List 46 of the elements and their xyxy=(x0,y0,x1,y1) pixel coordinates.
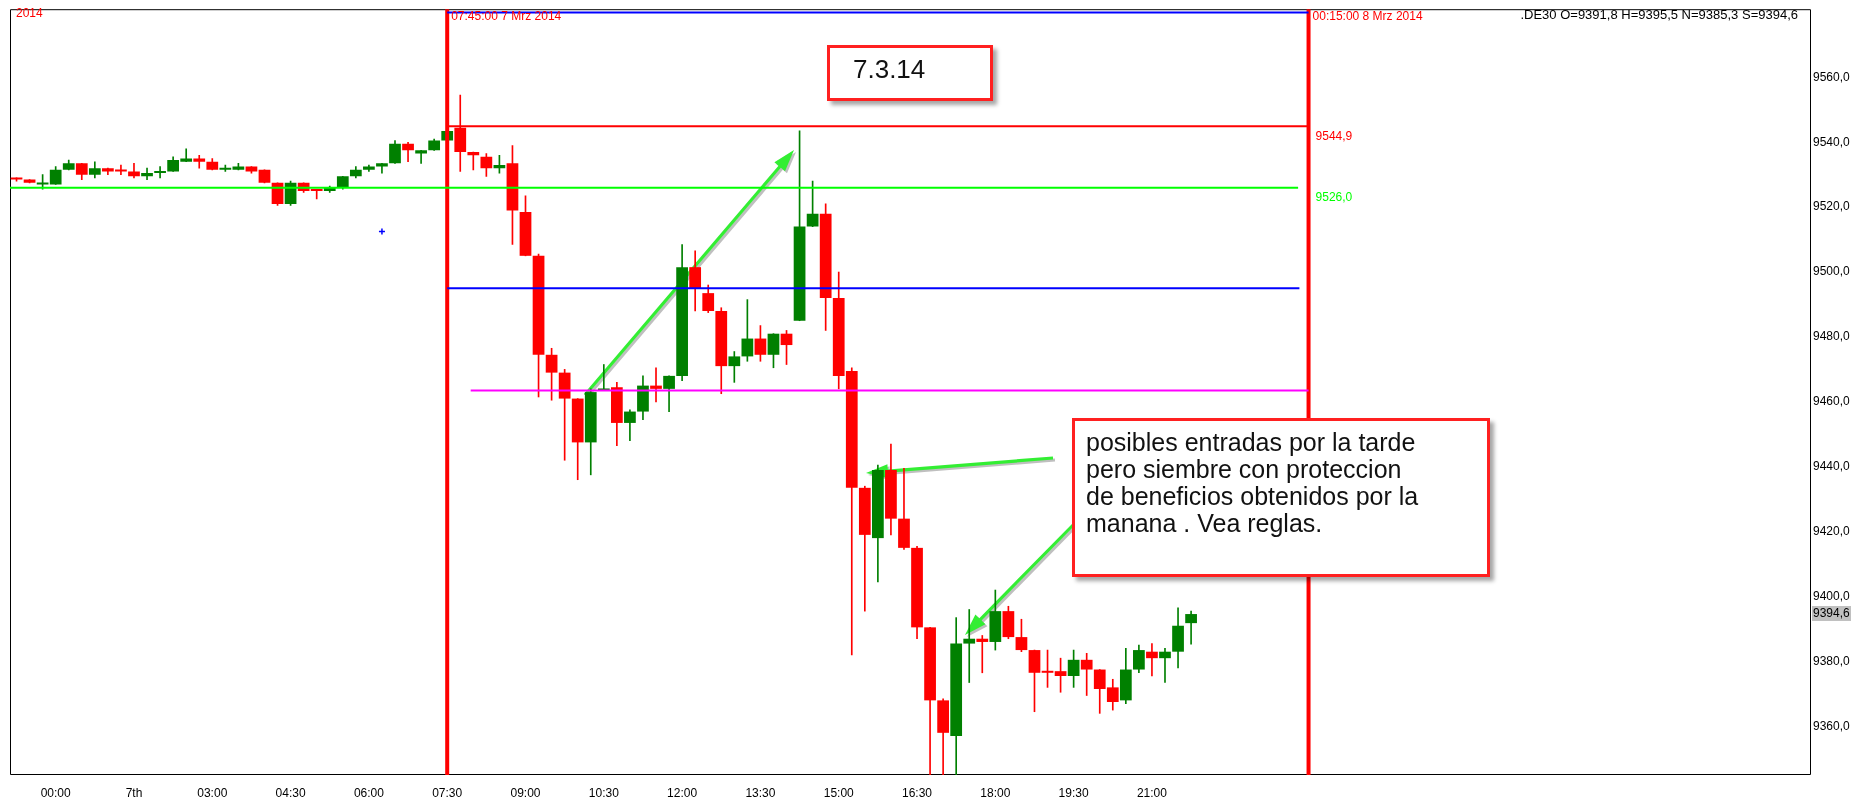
annotation: 9394,6 xyxy=(1812,606,1851,622)
y-tick-label: 9520,0 xyxy=(1813,199,1851,214)
annotation: 07:45:00 7 Mrz 2014 xyxy=(451,9,562,24)
x-tick-label: 13:30 xyxy=(745,785,776,800)
candlestick xyxy=(963,609,976,683)
y-tick-label: 9360,0 xyxy=(1813,718,1851,733)
y-tick-label: 9440,0 xyxy=(1813,459,1851,474)
x-tick-label: 09:00 xyxy=(510,785,541,800)
note-box: posibles entradas por la tarde pero siembre con proteccion de beneficios obtenidos por la manana . Vea reglas. xyxy=(1072,418,1490,577)
candlestick xyxy=(1159,648,1171,683)
x-tick-label: 15:00 xyxy=(823,785,855,800)
annotation: 7.3.14 xyxy=(853,54,926,84)
x-tick-label: 03:00 xyxy=(197,785,228,800)
candlestick xyxy=(976,635,989,674)
ref-line-label: 9526,0 xyxy=(1315,189,1353,204)
x-tick-label: 18:00 xyxy=(980,785,1011,800)
y-tick-label: 9380,0 xyxy=(1813,653,1851,668)
y-tick-label: 9560,0 xyxy=(1813,69,1851,84)
x-tick-label: 7th xyxy=(125,785,143,800)
candlestick xyxy=(1146,643,1158,677)
x-tick-label: 19:30 xyxy=(1058,785,1089,800)
annotation: 00:15:00 8 Mrz 2014 xyxy=(1312,9,1423,24)
x-tick-label: 21:00 xyxy=(1136,785,1168,800)
candlestick xyxy=(467,151,480,171)
x-tick-label: 10:30 xyxy=(588,785,620,800)
x-tick-label: 04:30 xyxy=(275,785,306,800)
annotation: 2014 xyxy=(16,6,43,21)
x-tick-label: 00:00 xyxy=(40,785,72,800)
y-tick-label: 9540,0 xyxy=(1813,134,1851,149)
y-tick-label: 9500,0 xyxy=(1813,264,1851,279)
x-tick-label: 16:30 xyxy=(902,785,933,800)
y-tick-label: 9480,0 xyxy=(1813,329,1851,344)
ref-line-label: 9544,9 xyxy=(1315,128,1353,143)
candlestick xyxy=(650,367,662,403)
x-tick-label: 06:00 xyxy=(353,785,385,800)
x-tick-label: 12:00 xyxy=(667,785,698,800)
annotation: .DE30 O=9391,8 H=9395,5 N=9385,3 S=9394,6 xyxy=(1520,7,1798,23)
note-box: 7.3.14 xyxy=(827,45,993,101)
annotation: posibles entradas por la tarde pero siembre con proteccion de beneficios obtenidos por la manana . Vea reglas. xyxy=(1086,428,1419,537)
candlestick xyxy=(141,167,153,180)
candlestick xyxy=(154,166,166,179)
y-tick-label: 9400,0 xyxy=(1813,588,1851,603)
y-tick-label: 9460,0 xyxy=(1813,394,1851,409)
candlestick xyxy=(1080,652,1093,696)
y-tick-label: 9420,0 xyxy=(1813,523,1851,538)
x-tick-label: 07:30 xyxy=(432,785,463,800)
